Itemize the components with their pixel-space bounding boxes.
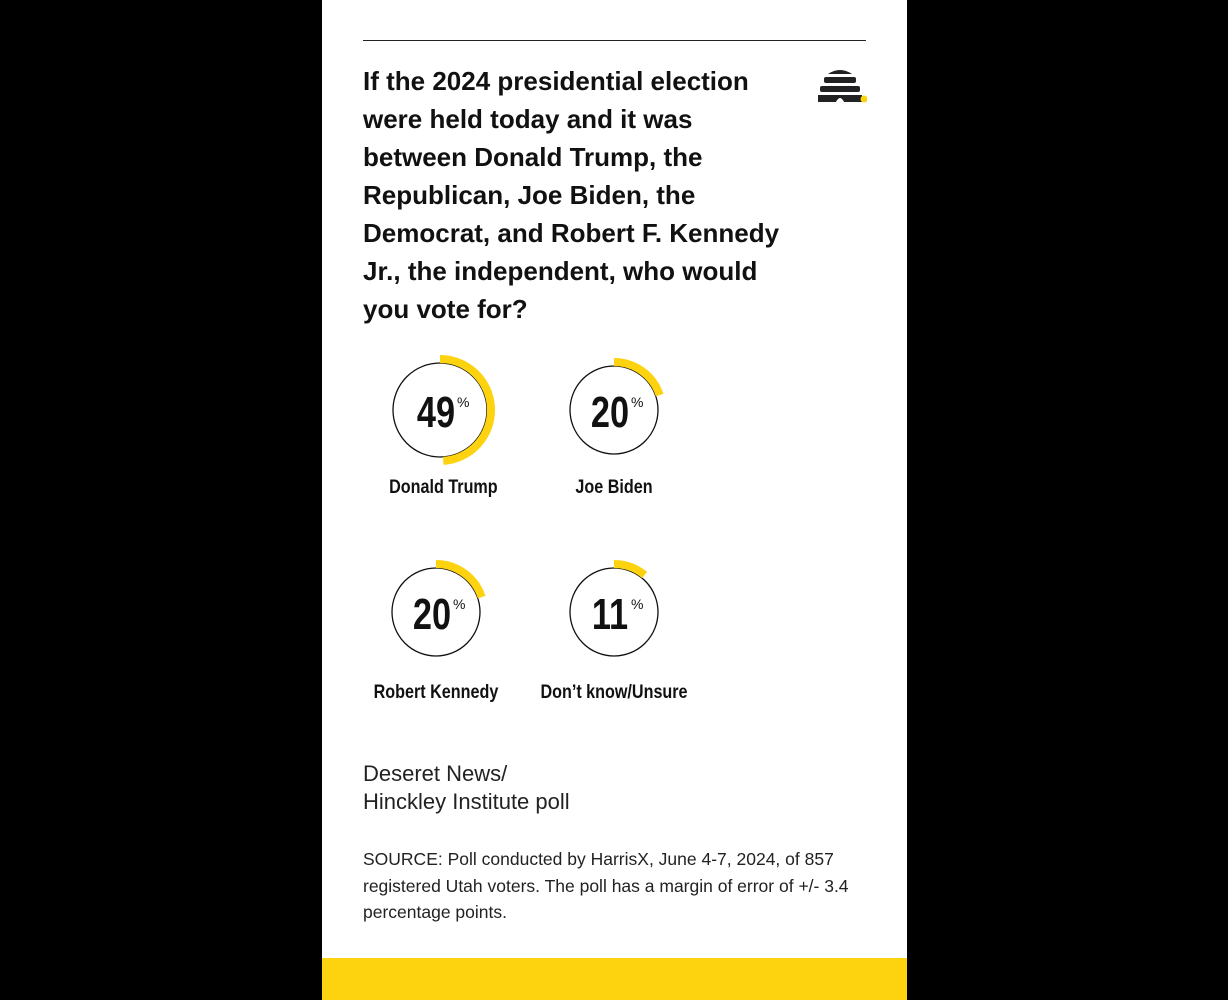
footer-bar: [322, 958, 907, 1000]
donut-arc: [613, 560, 648, 579]
category-label: Joe Biden: [575, 476, 652, 498]
value-label: 11: [592, 590, 628, 639]
percent-sign: %: [631, 596, 643, 612]
category-label: Donald Trump: [389, 476, 498, 498]
poll-name: Deseret News/ Hinckley Institute poll: [363, 760, 570, 816]
value-label: 20: [413, 590, 451, 639]
beehive-logo-icon: [818, 70, 867, 103]
infographic-card: If the 2024 presidential election were h…: [322, 0, 907, 1000]
donut-chart-grid: 49 % Donald Trump 20 % Joe Biden 20 % Robert Ken…: [374, 355, 688, 703]
category-label: Robert Kennedy: [374, 681, 499, 703]
value-label: 49: [417, 388, 455, 437]
category-label: Don’t know/Unsure: [540, 681, 687, 703]
percent-sign: %: [457, 394, 469, 410]
donut-arc: [435, 560, 486, 599]
value-label: 20: [591, 388, 629, 437]
poll-name-line1: Deseret News/: [363, 761, 508, 786]
donut-arc: [613, 358, 664, 397]
donut-arc: [439, 355, 495, 465]
percent-sign: %: [631, 394, 643, 410]
poll-name-line2: Hinckley Institute poll: [363, 789, 570, 814]
top-rule: [363, 40, 866, 41]
percent-sign: %: [453, 596, 465, 612]
chart-title: If the 2024 presidential election were h…: [363, 66, 780, 324]
source-note: SOURCE: Poll conducted by HarrisX, June …: [363, 849, 849, 922]
